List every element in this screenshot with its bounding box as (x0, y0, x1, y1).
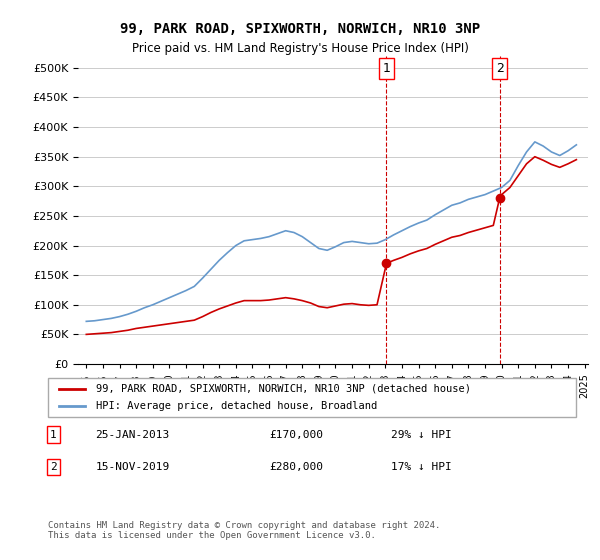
Text: 25-JAN-2013: 25-JAN-2013 (95, 430, 170, 440)
Text: Price paid vs. HM Land Registry's House Price Index (HPI): Price paid vs. HM Land Registry's House … (131, 42, 469, 55)
Text: £280,000: £280,000 (270, 462, 324, 472)
Text: 99, PARK ROAD, SPIXWORTH, NORWICH, NR10 3NP: 99, PARK ROAD, SPIXWORTH, NORWICH, NR10 … (120, 22, 480, 36)
Text: HPI: Average price, detached house, Broadland: HPI: Average price, detached house, Broa… (95, 401, 377, 411)
Text: 29% ↓ HPI: 29% ↓ HPI (391, 430, 452, 440)
Text: 2: 2 (496, 62, 503, 75)
Text: 17% ↓ HPI: 17% ↓ HPI (391, 462, 452, 472)
Text: 2: 2 (50, 462, 56, 472)
Text: £170,000: £170,000 (270, 430, 324, 440)
Text: 1: 1 (50, 430, 56, 440)
Text: Contains HM Land Registry data © Crown copyright and database right 2024.
This d: Contains HM Land Registry data © Crown c… (48, 521, 440, 540)
Text: 99, PARK ROAD, SPIXWORTH, NORWICH, NR10 3NP (detached house): 99, PARK ROAD, SPIXWORTH, NORWICH, NR10 … (95, 384, 470, 394)
Text: 1: 1 (383, 62, 391, 75)
Text: 15-NOV-2019: 15-NOV-2019 (95, 462, 170, 472)
FancyBboxPatch shape (48, 378, 576, 417)
